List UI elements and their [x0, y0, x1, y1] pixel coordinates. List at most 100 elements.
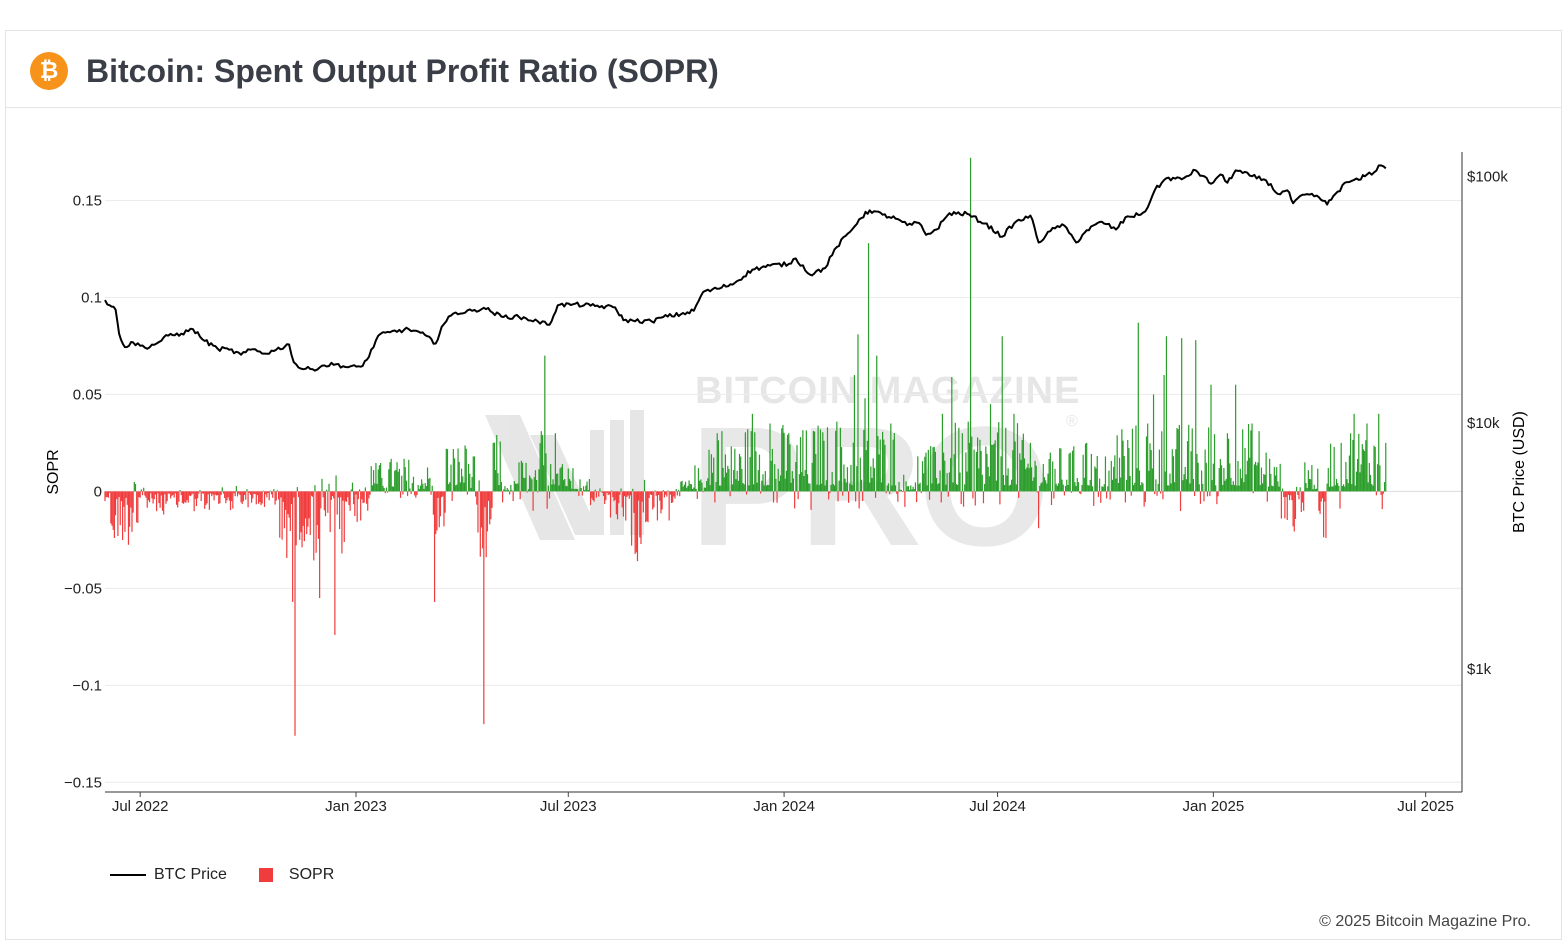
y2-axis-label: BTC Price (USD) [1511, 411, 1528, 533]
sopr-bar [1260, 467, 1263, 492]
sopr-bar [199, 490, 201, 492]
sopr-bar [830, 484, 832, 492]
sopr-bar [1210, 384, 1212, 492]
sopr-bar [348, 491, 350, 506]
sopr-bar [741, 468, 743, 492]
y2-tick-label: $100k [1467, 169, 1508, 186]
sopr-bar [320, 491, 322, 509]
sopr-bar [1250, 430, 1252, 492]
sopr-bar [597, 490, 599, 492]
sopr-bar [1359, 472, 1361, 492]
sopr-bar [514, 483, 517, 492]
sopr-bar [391, 486, 393, 492]
sopr-bar [1218, 467, 1220, 492]
sopr-bar [1114, 455, 1116, 492]
sopr-bar [1230, 477, 1232, 492]
sopr-bar [989, 404, 992, 492]
sopr-bar [811, 462, 813, 492]
sopr-bar [487, 491, 490, 501]
sopr-bar [126, 491, 128, 505]
sopr-bar [364, 487, 366, 492]
legend-item-sopr[interactable]: SOPR [251, 866, 334, 884]
sopr-bar [280, 491, 282, 498]
sopr-bar [703, 487, 705, 492]
sopr-bar [206, 491, 208, 504]
sopr-bar [959, 472, 961, 492]
sopr-bar [1277, 481, 1279, 492]
sopr-bar [1297, 491, 1299, 495]
sopr-bar [443, 491, 445, 527]
sopr-bar [822, 432, 824, 492]
sopr-bar [996, 432, 999, 492]
sopr-bar [801, 472, 803, 492]
sopr-bar [377, 469, 379, 492]
sopr-bar [977, 437, 979, 492]
sopr-bar [1238, 485, 1240, 492]
sopr-bar [972, 491, 974, 499]
sopr-bar [950, 458, 952, 492]
sopr-bar [792, 478, 795, 492]
sopr-bar [166, 491, 168, 502]
sopr-bar [301, 491, 303, 548]
sopr-bar [331, 491, 334, 497]
sopr-bar [847, 491, 850, 503]
sopr-bar [1191, 428, 1193, 492]
sopr-bar [993, 443, 995, 492]
sopr-bar [782, 425, 784, 492]
sopr-bar [319, 491, 321, 599]
sopr-bar [395, 469, 397, 492]
sopr-bar [754, 432, 756, 492]
sopr-bar [613, 491, 615, 502]
sopr-bar [388, 469, 390, 492]
sopr-bar [568, 478, 571, 492]
sopr-bar [197, 491, 199, 499]
sopr-bar [1107, 486, 1109, 492]
sopr-bar [981, 474, 983, 492]
sopr-bar [787, 434, 789, 492]
sopr-bar [275, 491, 277, 501]
sopr-bar [444, 491, 446, 513]
sopr-bar [273, 489, 275, 492]
sopr-bar [1082, 454, 1084, 492]
sopr-bar [521, 462, 524, 492]
sopr-bar [536, 479, 538, 492]
sopr-bar [752, 484, 755, 492]
sopr-bar [1089, 479, 1091, 492]
sopr-bar [1380, 491, 1382, 495]
sopr-bar [994, 440, 996, 492]
sopr-bar [1158, 449, 1161, 492]
sopr-bar [833, 485, 836, 492]
sopr-bar [289, 491, 291, 532]
sopr-bar [1170, 483, 1172, 492]
sopr-bar [528, 475, 531, 492]
sopr-bar [797, 491, 799, 500]
sopr-bar [828, 491, 830, 500]
sopr-bar [1013, 413, 1015, 492]
sopr-bar [1113, 466, 1115, 492]
sopr-bar [165, 491, 167, 504]
sopr-bar [757, 470, 759, 492]
sopr-bar [192, 491, 194, 494]
sopr-bar [626, 491, 628, 497]
sopr-bar [1288, 491, 1291, 501]
sopr-bar [239, 491, 241, 495]
sopr-bar [855, 491, 857, 502]
legend-item-btc-price[interactable]: BTC Price [110, 866, 227, 884]
sopr-bar [1216, 491, 1218, 505]
sopr-bar [455, 485, 457, 492]
sopr-bar [575, 488, 578, 492]
sopr-bar [423, 488, 425, 492]
sopr-bar [933, 446, 935, 492]
sopr-bar [1326, 483, 1328, 492]
sopr-bar [369, 491, 371, 495]
sopr-bar [1348, 455, 1351, 492]
sopr-bar [706, 481, 708, 492]
copyright-text: © 2025 Bitcoin Magazine Pro. [1319, 913, 1531, 930]
sopr-bar [186, 491, 188, 501]
sopr-bar [767, 484, 769, 492]
sopr-bar [153, 491, 155, 500]
sopr-bar [1242, 429, 1244, 492]
sopr-bar [505, 490, 507, 492]
sopr-bar [1020, 459, 1022, 492]
